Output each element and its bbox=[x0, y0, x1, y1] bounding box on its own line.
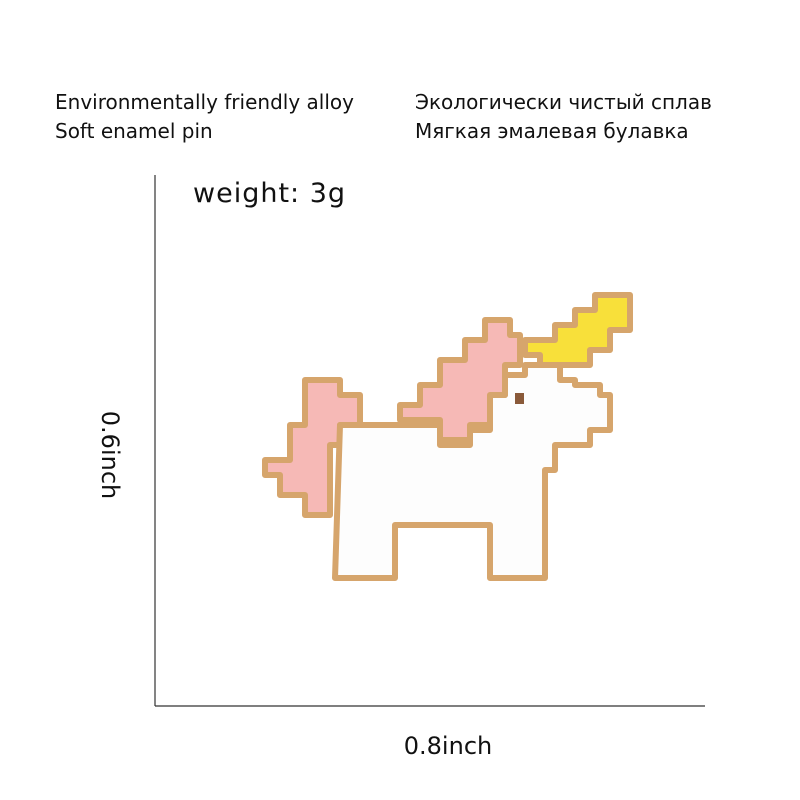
eye bbox=[515, 393, 524, 404]
feature-text: Environmentally friendly alloy bbox=[55, 90, 354, 114]
wing bbox=[397, 317, 523, 443]
height-label: 0.6inch bbox=[96, 411, 124, 499]
feature-text: Мягкая эмалевая булавка bbox=[415, 119, 689, 143]
body bbox=[332, 362, 613, 581]
horn bbox=[522, 292, 633, 368]
feature-text: Экологически чистый сплав bbox=[415, 90, 712, 114]
weight-label: weight: 3g bbox=[193, 178, 346, 209]
unicorn-pin bbox=[262, 292, 633, 581]
feature-text: Soft enamel pin bbox=[55, 119, 213, 143]
width-label: 0.8inch bbox=[404, 732, 492, 760]
